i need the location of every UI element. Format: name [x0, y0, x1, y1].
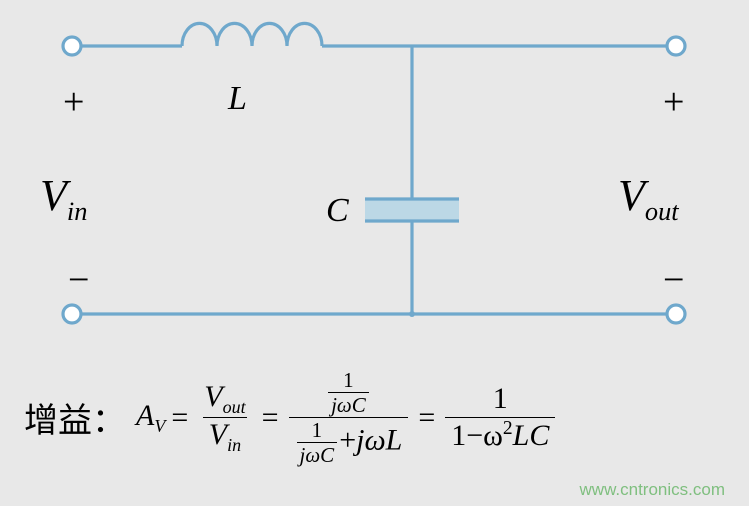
gain-prefix: 增益：: [24, 393, 126, 442]
vout-v: V: [618, 171, 645, 220]
eq-2: =: [262, 401, 279, 435]
zc2-num: 1: [309, 418, 326, 442]
zc2-den: jωC: [300, 443, 335, 467]
frac-vout-vin: Vout Vin: [198, 380, 251, 456]
vin-minus: −: [68, 258, 89, 302]
result-den-a: 1−ω: [451, 419, 503, 452]
zc-den: jωC: [331, 393, 366, 417]
frac-impedance: 1 jωC 1 jωC +jωL: [289, 368, 409, 468]
gain-A: A: [136, 399, 154, 432]
vin-plus: +: [63, 80, 84, 124]
zc-num: 1: [340, 368, 357, 392]
inductor-label: L: [228, 80, 247, 118]
result-num: 1: [487, 382, 514, 417]
result-den-b: LC: [513, 419, 550, 452]
eq-3: =: [418, 401, 435, 435]
eq-1: =: [171, 401, 188, 435]
vin-sub: in: [67, 196, 88, 226]
frac-result: 1 1−ω2LC: [445, 382, 555, 453]
vout-plus: +: [663, 80, 684, 124]
gain-formula: 增益： AV = Vout Vin = 1 jωC 1 jωC +jωL: [24, 368, 559, 468]
zl-term: jωL: [356, 424, 402, 457]
result-den-sup: 2: [503, 418, 513, 439]
gain-A-sub: V: [154, 416, 165, 436]
vout-label: Vout: [618, 170, 679, 227]
vin-label: Vin: [40, 170, 87, 227]
capacitor-label: C: [326, 192, 349, 230]
vout-minus: −: [663, 258, 684, 302]
vin-v: V: [40, 171, 67, 220]
figure: L C + − + − Vin Vout 增益： AV = Vout Vin =…: [0, 0, 749, 506]
plus-sign: +: [339, 424, 356, 457]
watermark: www.cntronics.com: [580, 480, 725, 500]
gain-lhs: AV: [136, 399, 165, 437]
vout-sub: out: [645, 196, 679, 226]
